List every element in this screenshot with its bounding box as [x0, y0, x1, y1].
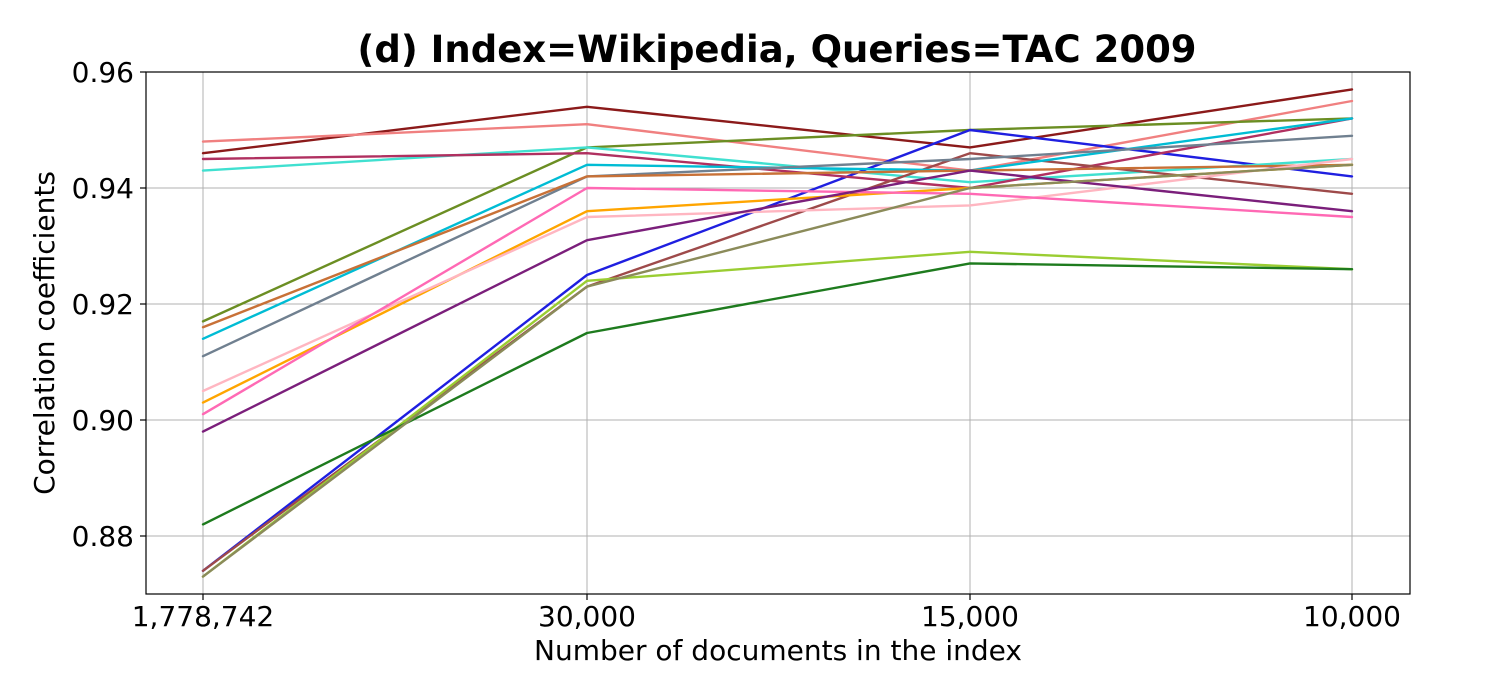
series-line-5 — [201, 146, 1354, 184]
series-line-11 — [201, 163, 1354, 404]
series-line-16 — [201, 262, 1354, 526]
series-line-4 — [201, 128, 1354, 572]
x-tick-label: 15,000 — [921, 600, 1019, 633]
series-line-6 — [201, 117, 1354, 190]
series-line-1 — [201, 88, 1354, 155]
series-line-17 — [201, 163, 1354, 578]
plot-frame — [145, 71, 1411, 595]
y-tick-label: 0.96 — [72, 56, 134, 89]
y-tick-label: 0.90 — [72, 404, 134, 437]
x-axis-label: Number of documents in the index — [534, 634, 1022, 667]
y-tick-label: 0.88 — [72, 520, 134, 553]
series-layer — [201, 88, 1354, 578]
y-axis-label: Correlation coefficients — [28, 171, 61, 495]
chart-title: (d) Index=Wikipedia, Queries=TAC 2009 — [357, 28, 1196, 71]
series-line-12 — [201, 157, 1354, 393]
y-axis: 0.88 0.90 0.92 0.94 0.96 — [72, 56, 146, 553]
series-line-2 — [201, 99, 1354, 172]
y-tick-label: 0.94 — [72, 172, 134, 205]
series-line-13 — [201, 186, 1354, 416]
series-line-3 — [201, 117, 1354, 323]
grid — [146, 71, 1410, 594]
x-tick-label: 1,778,742 — [132, 600, 275, 633]
series-line-10 — [201, 163, 1354, 329]
x-tick-label: 30,000 — [538, 600, 636, 633]
series-line-8 — [201, 117, 1354, 340]
x-tick-label: 10,000 — [1303, 600, 1401, 633]
series-line-9 — [201, 134, 1354, 358]
y-tick-label: 0.92 — [72, 288, 134, 321]
series-line-7 — [201, 151, 1354, 572]
series-line-15 — [201, 250, 1354, 578]
x-axis: 1,778,742 30,000 15,000 10,000 — [132, 594, 1401, 633]
series-line-14 — [201, 169, 1354, 433]
